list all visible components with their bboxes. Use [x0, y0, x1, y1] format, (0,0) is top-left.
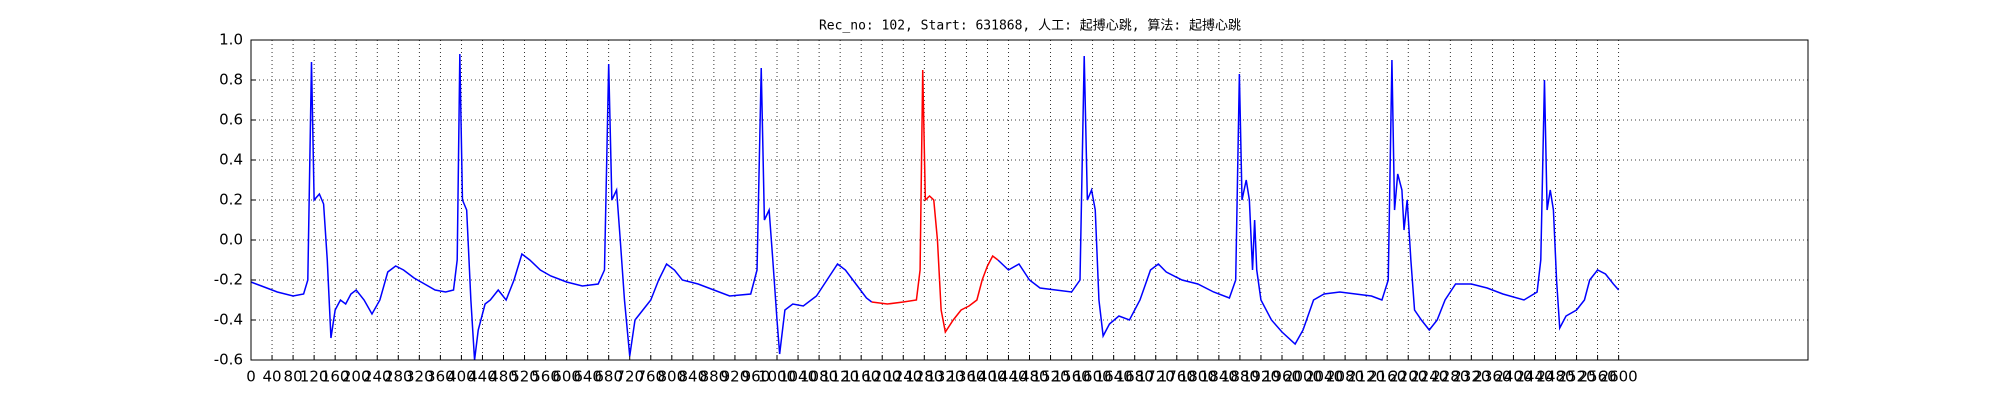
x-tick-label: 1720 — [1137, 368, 1175, 386]
x-tick-label: 2400 — [1494, 368, 1532, 386]
x-tick-label: 160 — [321, 368, 350, 386]
x-tick-label: 120 — [300, 368, 329, 386]
x-tick-label: 1920 — [1242, 368, 1280, 386]
x-tick-label: 2280 — [1431, 368, 1469, 386]
x-tick-label: 1240 — [884, 368, 922, 386]
x-tick-label: 200 — [342, 368, 371, 386]
x-tick-label: 2120 — [1347, 368, 1385, 386]
x-tick-label: 1280 — [905, 368, 943, 386]
x-tick-label: 1120 — [821, 368, 859, 386]
x-tick-label: 1400 — [968, 368, 1006, 386]
x-tick-label: 1840 — [1200, 368, 1238, 386]
x-tick-label: 1560 — [1052, 368, 1090, 386]
y-tick-label: -0.2 — [214, 271, 243, 289]
x-tick-label: 2480 — [1536, 368, 1574, 386]
y-tick-label: -0.6 — [214, 351, 243, 369]
series-line — [871, 69, 999, 334]
x-tick-label: 2440 — [1515, 368, 1553, 386]
x-tick-label: 1520 — [1031, 368, 1069, 386]
x-tick-label: 680 — [594, 368, 623, 386]
x-tick-label: 2320 — [1452, 368, 1490, 386]
x-tick-label: 400 — [447, 368, 476, 386]
x-tick-label: 2040 — [1305, 368, 1343, 386]
x-tick-label: 640 — [573, 368, 602, 386]
x-tick-label: 960 — [742, 368, 771, 386]
x-tick-label: 320 — [405, 368, 434, 386]
x-tick-label: 240 — [363, 368, 392, 386]
x-tick-label: 1880 — [1221, 368, 1259, 386]
x-tick-label: 2080 — [1326, 368, 1364, 386]
x-tick-label: 1040 — [779, 368, 817, 386]
x-tick-label: 1320 — [926, 368, 964, 386]
x-tick-label: 2520 — [1557, 368, 1595, 386]
y-tick-label: 0.0 — [219, 231, 243, 249]
x-tick-label: 1960 — [1263, 368, 1301, 386]
x-tick-label: 520 — [510, 368, 539, 386]
x-tick-label: 360 — [426, 368, 455, 386]
x-tick-label: 1000 — [758, 368, 796, 386]
y-tick-label: 0.6 — [219, 111, 243, 129]
x-tick-label: 1440 — [989, 368, 1027, 386]
x-tick-label: 1680 — [1116, 368, 1154, 386]
x-tick-label: 840 — [679, 368, 708, 386]
x-tick-label: 560 — [531, 368, 560, 386]
y-tick-label: 0.2 — [219, 191, 243, 209]
x-tick-label: 2240 — [1410, 368, 1448, 386]
y-tick-label: -0.4 — [214, 311, 243, 329]
chart-title: Rec_no: 102, Start: 631868, 人工: 起搏心跳, 算法… — [819, 18, 1241, 34]
y-tick-label: 0.4 — [219, 151, 243, 169]
x-tick-label: 1080 — [800, 368, 838, 386]
x-tick-label: 440 — [468, 368, 497, 386]
x-tick-label: 40 — [262, 368, 281, 386]
x-tick-label: 480 — [489, 368, 518, 386]
x-tick-label: 1360 — [947, 368, 985, 386]
x-tick-label: 2160 — [1368, 368, 1406, 386]
x-tick-label: 0 — [246, 368, 256, 386]
x-tick-label: 1640 — [1095, 368, 1133, 386]
x-tick-label: 880 — [700, 368, 729, 386]
x-tick-label: 1480 — [1010, 368, 1048, 386]
x-tick-label: 760 — [636, 368, 665, 386]
x-tick-label: 600 — [552, 368, 581, 386]
series-line — [250, 53, 1620, 361]
x-tick-label: 1200 — [863, 368, 901, 386]
x-tick-label: 2600 — [1600, 368, 1638, 386]
x-tick-label: 1800 — [1179, 368, 1217, 386]
x-tick-label: 2360 — [1473, 368, 1511, 386]
x-tick-label: 1160 — [842, 368, 880, 386]
x-tick-label: 720 — [615, 368, 644, 386]
x-tick-label: 1760 — [1158, 368, 1196, 386]
x-tick-label: 80 — [284, 368, 303, 386]
x-tick-label: 280 — [384, 368, 413, 386]
x-tick-label: 920 — [721, 368, 750, 386]
x-tick-label: 800 — [657, 368, 686, 386]
y-tick-label: 1.0 — [219, 31, 243, 49]
x-tick-label: 2200 — [1389, 368, 1427, 386]
x-tick-label: 1600 — [1074, 368, 1112, 386]
plot-frame — [250, 39, 1809, 361]
x-tick-label: 2000 — [1284, 368, 1322, 386]
y-tick-label: 0.8 — [219, 71, 243, 89]
x-tick-label: 2560 — [1579, 368, 1617, 386]
